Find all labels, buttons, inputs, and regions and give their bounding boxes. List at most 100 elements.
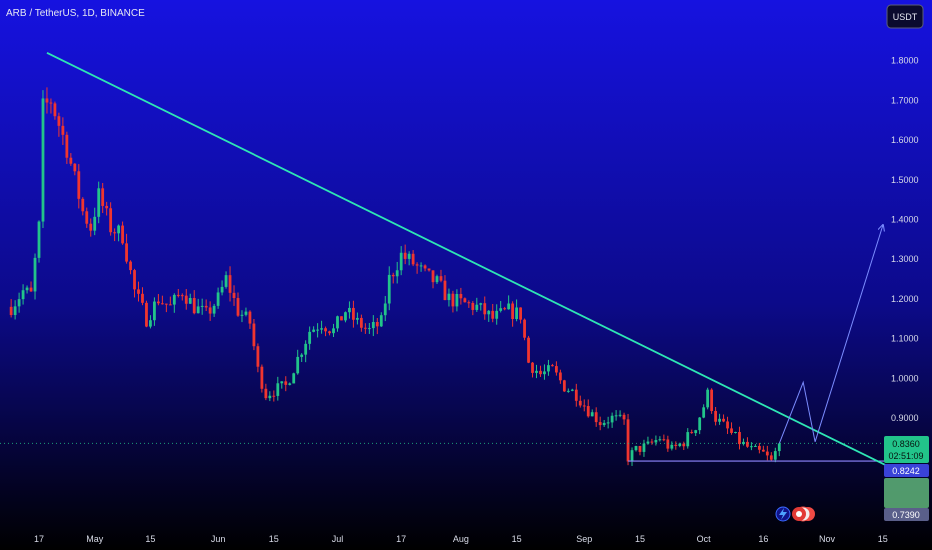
candle <box>188 293 192 305</box>
candle <box>415 262 419 274</box>
candle <box>164 303 168 313</box>
y-axis[interactable]: 0.9000 1.0000 1.1000 1.2000 1.3000 1.4000 1.50… <box>891 56 919 423</box>
candle <box>574 383 578 407</box>
candle <box>332 323 335 337</box>
candle <box>690 429 694 434</box>
candle <box>618 410 622 418</box>
candle <box>535 364 538 379</box>
candle <box>168 296 172 306</box>
candle <box>750 442 753 451</box>
candle <box>547 359 550 376</box>
candle <box>511 301 515 327</box>
candle <box>411 250 415 267</box>
usdt-button-label: USDT <box>893 12 918 22</box>
candle <box>252 318 256 351</box>
event-flags-icon[interactable] <box>792 506 815 522</box>
candle <box>722 414 725 423</box>
projection-arrow[interactable] <box>778 226 883 444</box>
candle <box>352 300 355 328</box>
candle <box>101 182 105 214</box>
candle <box>105 201 109 216</box>
y-tick-label: 1.5000 <box>891 175 919 185</box>
candle <box>503 306 507 311</box>
candle <box>435 274 439 285</box>
candle <box>145 300 148 328</box>
candle <box>586 399 590 418</box>
x-tick-label: Nov <box>819 534 836 544</box>
candle <box>757 442 761 454</box>
x-tick-label: 15 <box>878 534 888 544</box>
candle <box>543 364 546 380</box>
candle <box>348 301 351 319</box>
candle <box>734 431 737 434</box>
candle <box>475 297 479 312</box>
candle <box>81 197 85 216</box>
candle <box>296 349 300 375</box>
x-axis[interactable]: 17 May 15 Jun 15 Jul 17 Aug 15 Sep 15 Oct 16 Nov 15 <box>34 534 888 544</box>
candle <box>200 298 204 315</box>
candle <box>754 444 757 447</box>
candle <box>320 320 323 334</box>
candle <box>765 445 769 461</box>
y-tick-label: 1.2000 <box>891 294 919 304</box>
candle <box>507 295 511 310</box>
candle <box>340 316 343 321</box>
candle <box>602 419 606 427</box>
candle <box>479 302 483 311</box>
candle <box>280 381 284 389</box>
candle <box>375 318 379 335</box>
candle <box>41 90 45 228</box>
low-price-value: 0.7390 <box>892 510 920 520</box>
candle <box>160 295 164 305</box>
candle <box>527 335 530 364</box>
candle <box>300 353 304 363</box>
candle <box>714 406 717 426</box>
candle <box>240 310 244 323</box>
candle <box>674 441 678 450</box>
candle <box>562 379 566 392</box>
level-price-value: 0.8242 <box>892 466 920 476</box>
candle <box>33 253 37 300</box>
y-tick-label: 1.1000 <box>891 334 919 344</box>
candle <box>268 391 272 402</box>
candle <box>324 326 327 337</box>
x-tick-label: 15 <box>512 534 522 544</box>
candle <box>407 251 411 266</box>
candle <box>646 436 650 445</box>
candle <box>431 270 435 289</box>
candle <box>49 98 53 114</box>
lightning-icon[interactable] <box>775 506 791 522</box>
candle <box>356 312 359 325</box>
candle <box>391 272 395 284</box>
candle <box>276 376 280 401</box>
level-price-tag: 0.8242 <box>884 464 929 477</box>
candle <box>710 388 714 414</box>
descending-trendline[interactable] <box>46 51 896 471</box>
candle <box>483 296 487 320</box>
candle <box>495 304 499 325</box>
candle <box>316 323 319 338</box>
candle <box>678 442 682 448</box>
x-tick-label: Jul <box>332 534 344 544</box>
candle <box>439 269 443 283</box>
candle <box>761 445 765 452</box>
candle <box>121 221 124 245</box>
candle <box>555 361 558 376</box>
candles-layer <box>9 87 781 466</box>
usdt-button[interactable]: USDT <box>886 4 924 29</box>
candle <box>236 292 240 317</box>
candle <box>133 268 136 298</box>
candle <box>702 404 706 419</box>
candle <box>17 292 21 313</box>
candle <box>738 426 741 450</box>
candle <box>399 246 403 276</box>
candle <box>403 244 407 265</box>
candle <box>570 388 574 392</box>
candle <box>73 163 77 176</box>
candle <box>312 326 316 333</box>
x-tick-label: 16 <box>758 534 768 544</box>
y-tick-label: 1.6000 <box>891 135 919 145</box>
